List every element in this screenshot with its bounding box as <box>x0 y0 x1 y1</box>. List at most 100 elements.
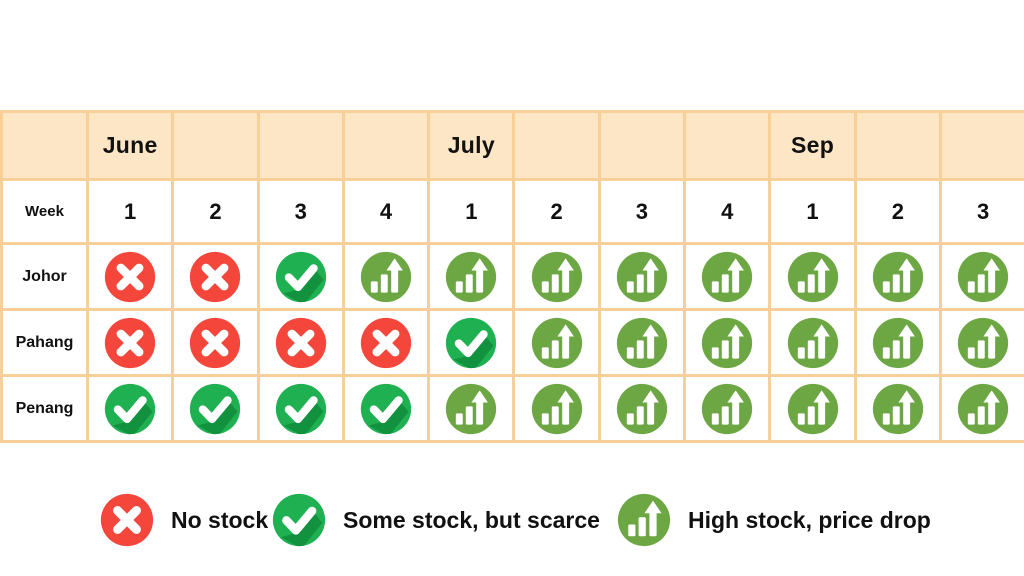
high-stock-icon <box>531 251 582 302</box>
high-stock-icon <box>531 383 582 434</box>
month-empty-cell <box>597 110 687 181</box>
high-stock-icon <box>957 251 1009 302</box>
some-stock-icon <box>275 383 326 434</box>
high-stock-icon <box>360 251 412 302</box>
high-stock-icon <box>446 383 497 434</box>
some-stock-icon <box>446 317 497 368</box>
week-number-cell: 4 <box>341 178 431 245</box>
stock-table-body: June July Sep Week 1 2 3 4 1 2 3 4 1 2 3 Johor <box>0 110 1024 443</box>
no-stock-cell <box>341 308 431 377</box>
high-stock-cell <box>597 374 687 443</box>
row-label-johor: Johor <box>0 242 89 311</box>
month-label-june: June <box>85 110 175 181</box>
month-header-row: June July Sep <box>0 110 1024 181</box>
legend-label: No stock <box>171 506 269 533</box>
high-stock-cell <box>938 308 1024 377</box>
some-stock-cell <box>427 308 516 377</box>
some-stock-cell <box>341 374 431 443</box>
week-number-cell: 4 <box>683 178 772 245</box>
high-stock-cell <box>683 242 772 311</box>
month-label-sep: Sep <box>768 110 857 181</box>
month-empty-cell <box>938 110 1024 181</box>
month-empty-cell <box>512 110 601 181</box>
high-stock-cell <box>853 374 942 443</box>
high-stock-cell <box>597 308 687 377</box>
week-number-cell: 3 <box>597 178 687 245</box>
legend-item-some-stock: Some stock, but scarce <box>272 490 600 550</box>
no-stock-icon <box>360 317 412 368</box>
no-stock-cell <box>171 242 260 311</box>
no-stock-icon <box>100 493 154 547</box>
high-stock-cell <box>512 242 601 311</box>
high-stock-icon <box>617 493 671 547</box>
week-number-cell: 3 <box>256 178 345 245</box>
high-stock-icon <box>787 251 838 302</box>
week-number-cell: 3 <box>938 178 1024 245</box>
high-stock-cell <box>683 308 772 377</box>
no-stock-cell <box>85 308 175 377</box>
week-number-cell: 2 <box>171 178 260 245</box>
legend-label: Some stock, but scarce <box>343 506 600 533</box>
high-stock-icon <box>616 251 668 302</box>
week-header-label: Week <box>0 178 89 245</box>
high-stock-cell <box>938 242 1024 311</box>
some-stock-icon <box>275 251 326 302</box>
no-stock-icon <box>275 317 326 368</box>
no-stock-icon <box>105 251 156 302</box>
high-stock-icon <box>787 317 838 368</box>
high-stock-icon <box>702 383 753 434</box>
high-stock-icon <box>616 317 668 368</box>
high-stock-cell <box>512 308 601 377</box>
some-stock-icon <box>272 493 326 547</box>
high-stock-cell <box>853 308 942 377</box>
high-stock-icon <box>957 383 1009 434</box>
no-stock-icon <box>190 251 241 302</box>
no-stock-icon <box>105 317 156 368</box>
high-stock-icon <box>787 383 838 434</box>
high-stock-cell <box>427 242 516 311</box>
high-stock-icon <box>872 317 923 368</box>
no-stock-cell <box>171 308 260 377</box>
some-stock-icon <box>360 383 412 434</box>
high-stock-icon <box>957 317 1009 368</box>
week-header-row: Week 1 2 3 4 1 2 3 4 1 2 3 <box>0 178 1024 245</box>
some-stock-cell <box>85 374 175 443</box>
high-stock-cell <box>768 242 857 311</box>
week-number-cell: 1 <box>427 178 516 245</box>
high-stock-icon <box>616 383 668 434</box>
month-empty-cell <box>171 110 260 181</box>
high-stock-cell <box>768 374 857 443</box>
high-stock-cell <box>341 242 431 311</box>
high-stock-cell <box>597 242 687 311</box>
high-stock-icon <box>446 251 497 302</box>
some-stock-icon <box>105 383 156 434</box>
no-stock-icon <box>190 317 241 368</box>
high-stock-cell <box>768 308 857 377</box>
week-number-cell: 1 <box>85 178 175 245</box>
legend-item-high-stock: High stock, price drop <box>617 490 931 550</box>
month-empty-cell <box>256 110 345 181</box>
month-label-july: July <box>427 110 516 181</box>
stock-table: June July Sep Week 1 2 3 4 1 2 3 4 1 2 3 Johor <box>0 110 1024 443</box>
high-stock-cell <box>427 374 516 443</box>
high-stock-cell <box>683 374 772 443</box>
high-stock-icon <box>702 317 753 368</box>
table-row-johor: Johor <box>0 242 1024 311</box>
month-empty-cell <box>683 110 772 181</box>
table-row-penang: Penang <box>0 374 1024 443</box>
legend: No stock Some stock, but scarce High sto… <box>0 490 1024 550</box>
high-stock-cell <box>512 374 601 443</box>
high-stock-icon <box>702 251 753 302</box>
week-number-cell: 2 <box>512 178 601 245</box>
table-row-pahang: Pahang <box>0 308 1024 377</box>
high-stock-cell <box>853 242 942 311</box>
some-stock-cell <box>256 242 345 311</box>
week-number-cell: 1 <box>768 178 857 245</box>
high-stock-icon <box>872 251 923 302</box>
high-stock-cell <box>938 374 1024 443</box>
some-stock-cell <box>171 374 260 443</box>
legend-item-no-stock: No stock <box>100 490 268 550</box>
week-number-cell: 2 <box>853 178 942 245</box>
row-label-penang: Penang <box>0 374 89 443</box>
month-empty-cell <box>853 110 942 181</box>
